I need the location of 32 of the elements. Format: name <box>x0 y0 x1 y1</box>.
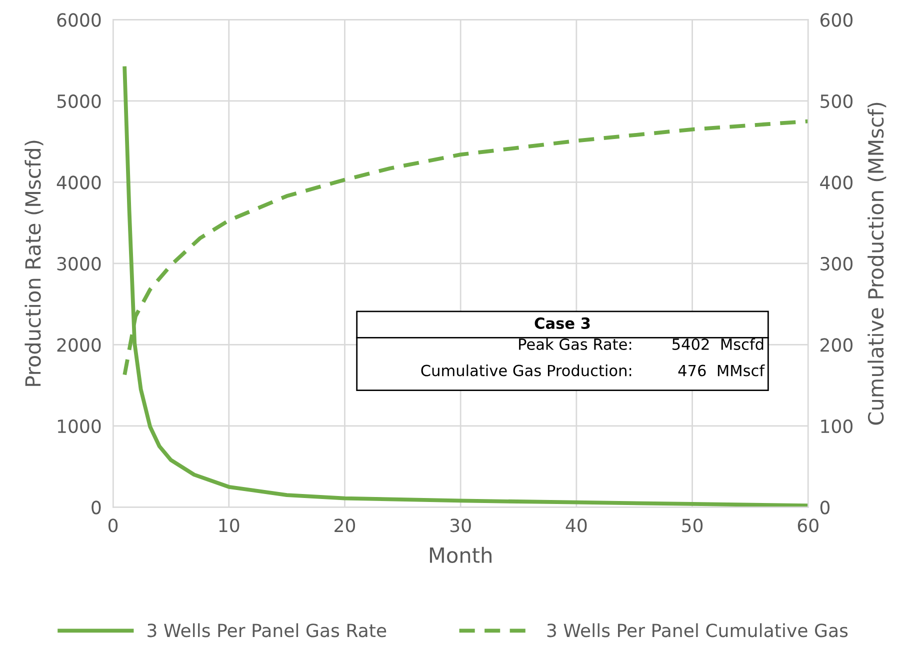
x-tick-label: 0 <box>108 518 118 532</box>
annotation: Peak Gas Rate: <box>519 338 632 350</box>
x-tick-label: 40 <box>566 518 587 532</box>
y-tick-label: 5000 <box>57 94 101 108</box>
annotation: 476 MMscf <box>678 364 765 376</box>
line-series <box>122 66 808 508</box>
annotation: Cumulative Gas Production: <box>421 364 632 376</box>
legend-label: 3 Wells Per Panel Cumulative Gas <box>547 623 848 638</box>
y2-tick-label: 100 <box>821 419 852 434</box>
y-tick-label: 4000 <box>56 176 101 190</box>
x-tick-label: 10 <box>219 518 240 532</box>
legend-label: 3 Wells Per Panel Gas Rate <box>148 623 386 638</box>
y2-tick-label: 600 <box>820 13 852 27</box>
y-tick-label: 6000 <box>57 13 101 27</box>
y-tick-label: 1000 <box>58 419 101 434</box>
annotation: 5402 Mscfd <box>672 338 764 350</box>
annotation: Case 3 <box>534 317 590 329</box>
x-tick-label: 60 <box>798 518 818 532</box>
x-tick-label: 30 <box>450 518 471 532</box>
y2-tick-label: 0 <box>820 500 830 514</box>
y-tick-label: 2000 <box>57 338 101 352</box>
y2-tick-label: 300 <box>820 256 852 271</box>
x-tick-label: 50 <box>682 518 703 532</box>
y-tick-label: 3000 <box>57 256 101 271</box>
y2-tick-label: 500 <box>820 94 852 108</box>
y-axis-title: Production Rate (Mscfd) <box>24 140 44 386</box>
y2-tick-label: 200 <box>820 338 852 352</box>
y2-tick-label: 400 <box>820 176 852 190</box>
x-axis-title: Month <box>430 546 492 564</box>
y2-axis-title: Cumulative Production (MMscf) <box>868 102 886 425</box>
y-tick-label: 0 <box>92 500 101 514</box>
x-tick-label: 20 <box>334 518 356 532</box>
